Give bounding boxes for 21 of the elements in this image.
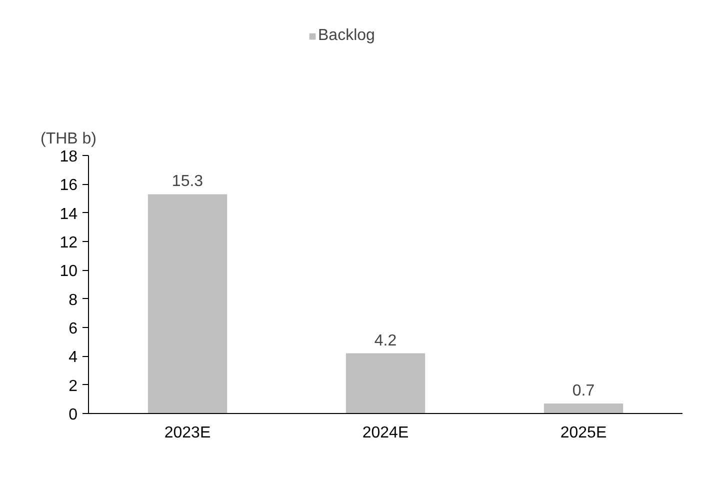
bar [148,194,228,414]
data-label: 15.3 [172,173,204,190]
y-tick-label: 8 [68,292,78,309]
y-tick-label: 12 [60,234,78,252]
bar [346,353,426,414]
y-tick-label: 14 [60,206,78,223]
legend-label: Backlog [318,27,375,45]
data-label: 4.2 [374,332,397,350]
y-axis-title: (THB b) [40,130,96,148]
y-tick-label: 0 [68,406,78,424]
y-tick-label: 6 [68,320,78,338]
data-label: 0.7 [572,382,595,400]
y-tick-label: 10 [60,263,78,280]
y-tick-label: 2 [68,378,78,395]
x-tick-label: 2023E [164,424,211,442]
y-tick-label: 4 [68,349,78,366]
bar [544,403,624,414]
y-tick-label: 16 [60,177,78,194]
x-tick-label: 2024E [362,424,409,442]
x-tick-label: 2025E [560,424,607,442]
y-tick-label: 18 [60,148,78,166]
